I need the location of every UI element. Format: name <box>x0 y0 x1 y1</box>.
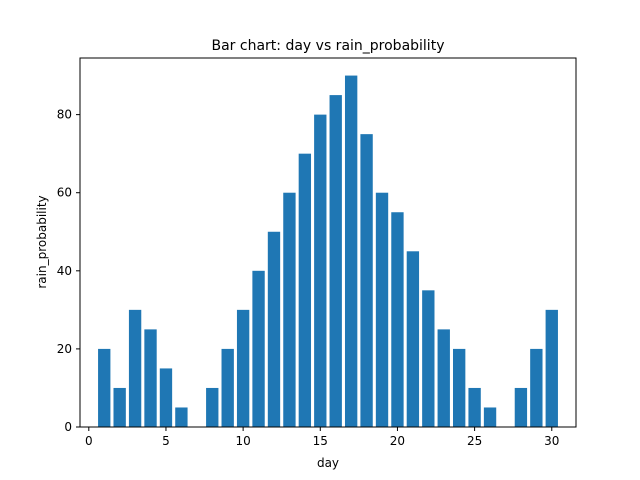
bar-day-29 <box>530 348 543 427</box>
x-axis-label: day <box>317 456 339 470</box>
x-tick-label: 15 <box>313 434 328 448</box>
plot-frame <box>79 57 577 428</box>
bar-day-20 <box>391 212 404 427</box>
y-tick-label: 40 <box>57 264 72 278</box>
bar-day-17 <box>344 75 358 427</box>
x-tick-label: 25 <box>467 434 482 448</box>
bar-day-23 <box>437 329 450 427</box>
x-axis-ticks: 0 5 10 15 20 25 30 <box>85 427 559 448</box>
bar-day-30 <box>545 309 558 427</box>
bar-day-25 <box>468 387 481 427</box>
bar-day-21 <box>406 251 420 427</box>
bar-day-9 <box>221 348 234 427</box>
bar-day-15 <box>314 114 327 428</box>
y-tick-label: 0 <box>64 420 72 434</box>
y-tick-label: 60 <box>57 186 72 200</box>
bar-day-19 <box>375 192 389 427</box>
bar-day-12 <box>267 231 281 427</box>
bar-day-4 <box>144 329 157 427</box>
y-tick-label: 20 <box>57 342 72 356</box>
bar-day-14 <box>298 153 312 428</box>
bar-day-16 <box>329 95 342 427</box>
y-axis-ticks: 0 20 40 60 80 <box>57 108 80 434</box>
bar-day-28 <box>514 387 528 427</box>
x-tick-label: 30 <box>544 434 559 448</box>
x-tick-label: 20 <box>390 434 405 448</box>
y-axis-label: rain_probability <box>35 195 49 288</box>
bar-day-8 <box>206 387 219 427</box>
bar-day-6 <box>175 407 188 427</box>
bars-layer <box>98 75 558 428</box>
bar-day-13 <box>283 192 296 427</box>
bar-day-11 <box>252 270 265 427</box>
bar-day-26 <box>483 407 497 427</box>
bar-day-22 <box>422 290 435 427</box>
bar-day-3 <box>128 309 142 427</box>
bar-day-2 <box>113 387 126 427</box>
x-tick-label: 5 <box>162 434 170 448</box>
y-tick-label: 80 <box>57 108 72 122</box>
bar-day-10 <box>236 309 250 427</box>
x-tick-label: 10 <box>235 434 250 448</box>
x-tick-label: 0 <box>85 434 93 448</box>
chart-title: Bar chart: day vs rain_probability <box>212 38 445 54</box>
bar-day-5 <box>159 368 173 427</box>
bar-day-1 <box>98 348 111 427</box>
bar-day-18 <box>360 134 373 427</box>
bar-day-24 <box>453 348 466 427</box>
